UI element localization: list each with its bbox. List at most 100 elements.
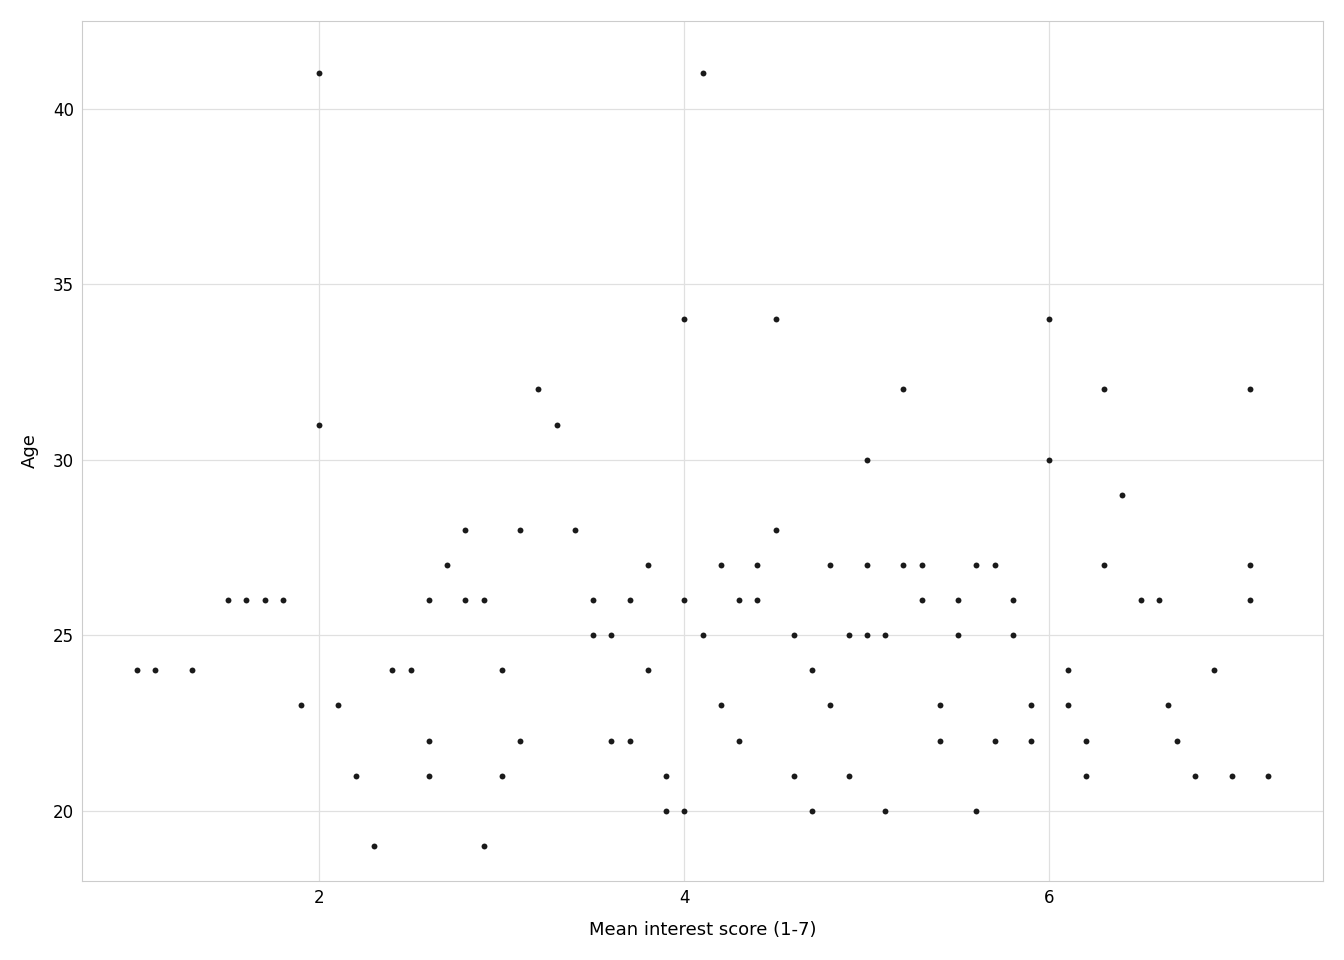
Point bbox=[1258, 768, 1279, 783]
Point bbox=[1039, 452, 1060, 468]
Point bbox=[911, 592, 933, 608]
Point bbox=[710, 698, 731, 713]
Point bbox=[418, 768, 439, 783]
Point bbox=[656, 804, 677, 819]
Point bbox=[1003, 592, 1024, 608]
Point bbox=[673, 592, 695, 608]
Point bbox=[728, 732, 750, 748]
Point bbox=[418, 592, 439, 608]
Point bbox=[309, 417, 331, 432]
Point bbox=[1056, 698, 1078, 713]
Point bbox=[892, 382, 914, 397]
Point bbox=[345, 768, 367, 783]
Point bbox=[401, 662, 422, 678]
Point bbox=[966, 804, 988, 819]
Point bbox=[564, 522, 586, 538]
Point bbox=[1056, 662, 1078, 678]
Point bbox=[546, 417, 567, 432]
Point bbox=[528, 382, 550, 397]
Point bbox=[929, 732, 950, 748]
Point bbox=[509, 522, 531, 538]
Point bbox=[1020, 698, 1042, 713]
Point bbox=[856, 558, 878, 573]
Point bbox=[637, 662, 659, 678]
Point bbox=[765, 312, 786, 327]
Point bbox=[1222, 768, 1243, 783]
Point bbox=[126, 662, 148, 678]
Point bbox=[875, 628, 896, 643]
Point bbox=[491, 768, 512, 783]
Point bbox=[673, 804, 695, 819]
Point bbox=[491, 662, 512, 678]
Point bbox=[582, 628, 603, 643]
Point bbox=[984, 558, 1005, 573]
Point bbox=[218, 592, 239, 608]
Point bbox=[418, 732, 439, 748]
Point bbox=[473, 592, 495, 608]
Point bbox=[309, 66, 331, 82]
Point bbox=[856, 628, 878, 643]
Point bbox=[1075, 768, 1097, 783]
Point bbox=[637, 558, 659, 573]
Point bbox=[327, 698, 348, 713]
Point bbox=[765, 522, 786, 538]
Y-axis label: Age: Age bbox=[22, 434, 39, 468]
Point bbox=[837, 628, 859, 643]
Point bbox=[656, 768, 677, 783]
Point bbox=[1039, 312, 1060, 327]
Point bbox=[1111, 487, 1133, 502]
Point bbox=[181, 662, 203, 678]
Point bbox=[144, 662, 165, 678]
Point bbox=[692, 66, 714, 82]
Point bbox=[1239, 382, 1261, 397]
Point bbox=[875, 804, 896, 819]
Point bbox=[582, 592, 603, 608]
Point bbox=[692, 628, 714, 643]
Point bbox=[1239, 592, 1261, 608]
Point bbox=[948, 628, 969, 643]
Point bbox=[820, 698, 841, 713]
Point bbox=[1239, 558, 1261, 573]
Point bbox=[747, 558, 769, 573]
Point bbox=[254, 592, 276, 608]
Point bbox=[784, 768, 805, 783]
Point bbox=[290, 698, 312, 713]
Point bbox=[382, 662, 403, 678]
Point bbox=[966, 558, 988, 573]
Point bbox=[801, 662, 823, 678]
Point bbox=[984, 732, 1005, 748]
Point bbox=[820, 558, 841, 573]
Point bbox=[620, 592, 641, 608]
Point bbox=[363, 838, 384, 853]
Point bbox=[837, 768, 859, 783]
Point bbox=[1094, 382, 1116, 397]
Point bbox=[1020, 732, 1042, 748]
Point bbox=[673, 312, 695, 327]
Point bbox=[1075, 732, 1097, 748]
Point bbox=[892, 558, 914, 573]
Point bbox=[473, 838, 495, 853]
Point bbox=[235, 592, 257, 608]
Point bbox=[1148, 592, 1169, 608]
Point bbox=[1003, 628, 1024, 643]
Point bbox=[273, 592, 294, 608]
Point bbox=[509, 732, 531, 748]
Point bbox=[1130, 592, 1152, 608]
Point bbox=[948, 592, 969, 608]
Point bbox=[728, 592, 750, 608]
Point bbox=[710, 558, 731, 573]
Point bbox=[911, 558, 933, 573]
Point bbox=[747, 592, 769, 608]
Point bbox=[1203, 662, 1224, 678]
Point bbox=[801, 804, 823, 819]
Point bbox=[454, 592, 476, 608]
Point bbox=[620, 732, 641, 748]
X-axis label: Mean interest score (1-7): Mean interest score (1-7) bbox=[589, 922, 816, 939]
Point bbox=[454, 522, 476, 538]
Point bbox=[601, 628, 622, 643]
Point bbox=[856, 452, 878, 468]
Point bbox=[1167, 732, 1188, 748]
Point bbox=[929, 698, 950, 713]
Point bbox=[784, 628, 805, 643]
Point bbox=[1184, 768, 1206, 783]
